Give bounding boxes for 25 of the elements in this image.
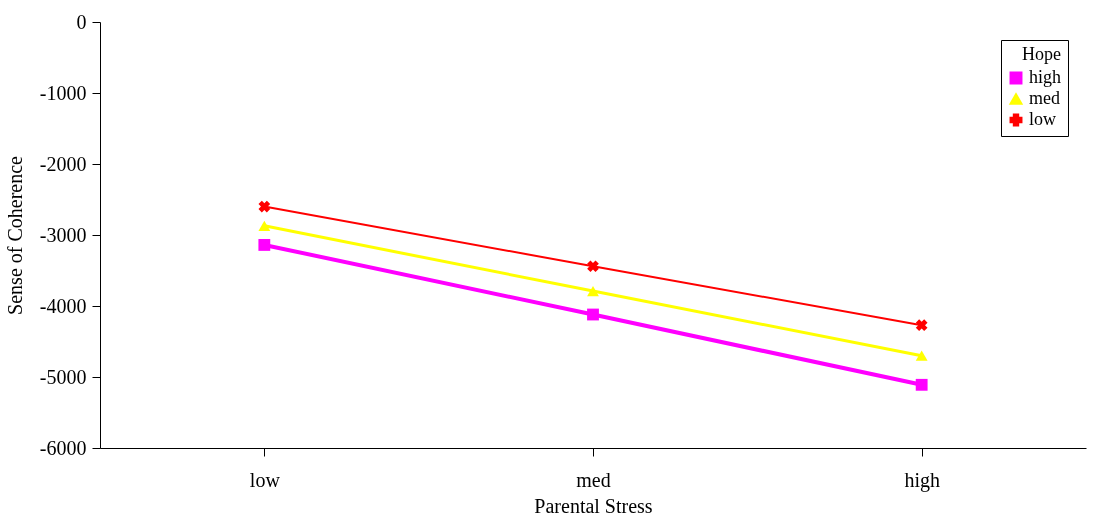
y-tick-label: -2000 (39, 152, 87, 175)
y-tick-label: -5000 (39, 365, 87, 388)
point (915, 319, 928, 332)
y-tick-label: -3000 (39, 223, 87, 246)
legend-label: med (1029, 88, 1060, 108)
y-tick-label: -4000 (39, 294, 87, 317)
y-tick-label: 0 (76, 10, 87, 33)
legend-label: high (1029, 67, 1062, 87)
point (587, 285, 599, 297)
point (258, 200, 271, 213)
x-tick-label: low (249, 468, 281, 491)
y-tick-label: -1000 (39, 81, 87, 104)
legend-title: Hope (1022, 44, 1061, 64)
point (915, 350, 928, 361)
x-tick-label: med (576, 468, 611, 491)
point (587, 260, 599, 273)
x-tick-label: high (904, 468, 940, 492)
point (587, 308, 599, 321)
y-axis-title: Sense of Coherence (3, 155, 26, 315)
x-axis-title: Parental Stress (534, 494, 653, 517)
point (915, 378, 928, 391)
point (258, 239, 271, 251)
y-tick-label: -6000 (39, 436, 87, 459)
legend-label: low (1029, 109, 1056, 129)
point (258, 220, 271, 231)
